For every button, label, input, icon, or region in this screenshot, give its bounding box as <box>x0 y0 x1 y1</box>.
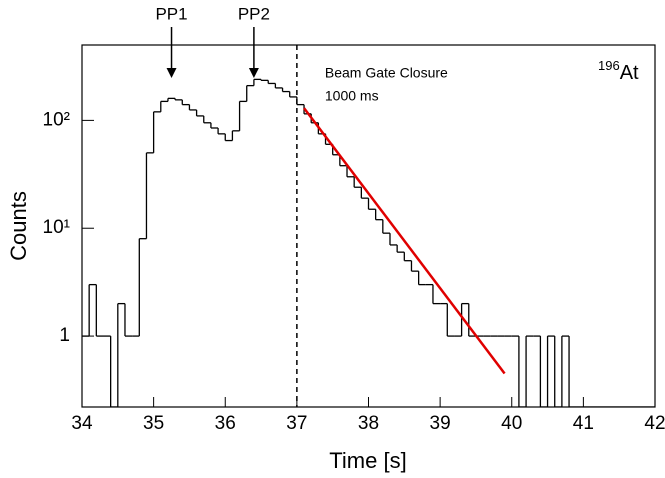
x-axis-label: Time [s] <box>329 448 406 473</box>
peak-label: PP1 <box>155 4 187 23</box>
x-tick-label: 42 <box>644 413 665 434</box>
x-tick-label: 34 <box>71 413 93 434</box>
plot <box>82 78 655 407</box>
plot-frame <box>81 44 656 408</box>
y-tick-label: 10¹ <box>43 217 70 238</box>
isotope-label: 196At <box>598 58 639 84</box>
fit-line <box>303 107 506 375</box>
gate-label: 1000 ms <box>325 88 379 104</box>
x-tick-label: 37 <box>286 413 307 434</box>
y-tick-label: 1 <box>59 325 70 346</box>
x-tick-label: 38 <box>358 413 379 434</box>
arrow-head <box>248 68 259 78</box>
isotope-mass: 196 <box>598 58 620 73</box>
peak-label: PP2 <box>238 4 270 23</box>
gate-label: Beam Gate Closure <box>325 65 448 81</box>
arrow-head <box>166 68 177 78</box>
x-tick-label: 36 <box>215 413 236 434</box>
x-tick-label: 35 <box>143 413 164 434</box>
y-axis-label: Counts <box>6 191 31 261</box>
x-tick-label: 39 <box>430 413 451 434</box>
isotope-symbol: At <box>620 62 639 84</box>
x-tick-label: 41 <box>573 413 594 434</box>
y-tick-label: 10² <box>43 109 70 130</box>
x-tick-label: 40 <box>501 413 522 434</box>
